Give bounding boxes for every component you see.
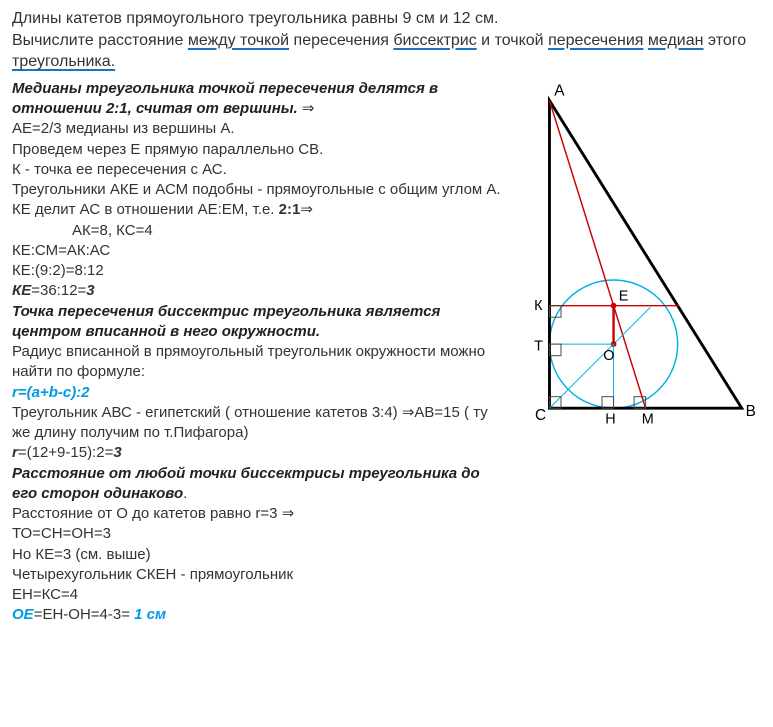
txt: КЕ [12,282,31,299]
txt: медиан [648,32,704,49]
txt: Медианы треугольника точкой пересечения … [12,80,438,117]
triangle-diagram: A B C E К Т O Н M [511,79,761,449]
txt: ОЕ [12,606,34,623]
txt: Четырехугольник СКЕН - прямоугольник [12,565,503,585]
txt: r=(a+b-c):2 [12,383,503,403]
txt: АЕ=2/3 медианы из вершины А. [12,119,503,139]
txt: КЕ:СМ=АК:АС [12,241,503,261]
label-a: A [554,83,565,100]
txt: ТО=СН=ОН=3 [12,524,503,544]
sq-t [549,344,561,356]
txt: ЕН=КС=4 [12,585,503,605]
txt: 1 см [130,606,166,623]
txt: Проведем через Е прямую параллельно СВ. [12,140,503,160]
txt: КЕ:(9:2)=8:12 [12,261,503,281]
sq-h [602,396,614,408]
txt: Радиус вписанной в прямоугольный треугол… [12,342,503,383]
label-h: Н [605,411,615,427]
txt: 3 [86,282,94,299]
label-e: E [619,288,629,304]
label-o: O [603,348,614,364]
label-c: C [535,407,546,424]
txt: . [183,485,187,502]
txt: Расстояние от любой точки биссектрисы тр… [12,465,480,502]
solution-text: Медианы треугольника точкой пересечения … [12,79,503,626]
txt: Точка пересечения биссектрис треугольник… [12,302,503,343]
txt: 3 [113,444,121,461]
txt: =(12+9-15):2= [18,444,114,461]
txt: =ЕН-ОН=4-3= [34,606,130,623]
diagram: A B C E К Т O Н M [511,79,761,626]
txt: =36:12= [31,282,86,299]
problem-statement: Длины катетов прямоугольного треугольник… [12,8,761,73]
bisector-c [549,307,650,408]
triangle [549,100,741,408]
txt: ⇒ [300,201,313,218]
label-t: Т [534,338,543,354]
problem-line-2: Вычислите расстояние между точкой пересе… [12,30,761,73]
txt: между точкой [188,32,289,49]
txt: К - точка ее пересечения с АС. [12,160,503,180]
txt: КЕ делит АС в отношении АЕ:ЕМ, т.е. [12,201,279,218]
txt: 2:1 [279,201,301,218]
txt: Расстояние от О до катетов равно r=3 ⇒ [12,504,503,524]
txt: Треугольник АВС - египетский ( отношение… [12,403,503,444]
txt: пересечения [548,32,643,49]
sq-k [549,305,561,317]
txt: Но КЕ=3 (см. выше) [12,545,503,565]
txt: треугольника. [12,53,115,70]
label-m: M [642,411,654,427]
problem-line-1: Длины катетов прямоугольного треугольник… [12,8,761,30]
txt: Вычислите расстояние [12,32,188,49]
txt: и точкой [477,32,548,49]
median-am [549,100,645,408]
txt: Треугольники АКЕ и АСМ подобны - прямоуг… [12,180,503,200]
txt: биссектрис [393,32,476,49]
txt: ⇒ [298,100,315,117]
label-k: К [534,298,543,314]
pt-e-dot [611,303,617,309]
txt: пересечения [289,32,393,49]
txt: этого [703,32,746,49]
label-b: B [746,403,756,420]
txt: АК=8, КС=4 [12,221,503,241]
